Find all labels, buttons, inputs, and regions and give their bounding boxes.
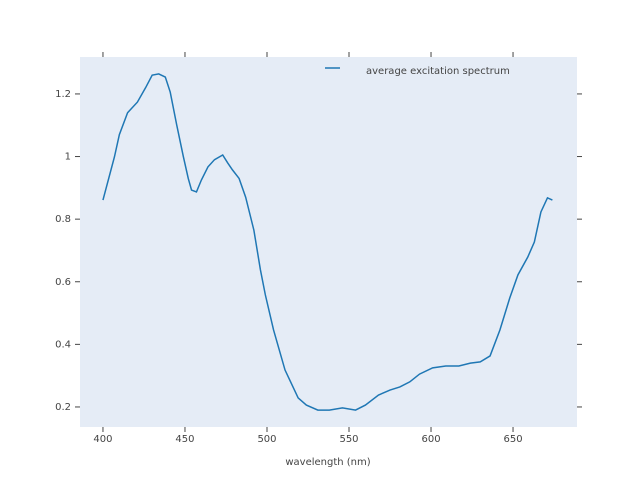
x-tick-label: 600 <box>421 434 440 445</box>
y-tick-label: 1 <box>65 152 71 163</box>
x-tick-label: 550 <box>339 434 358 445</box>
y-tick-label: 0.4 <box>55 339 71 350</box>
y-tick-label: 0.8 <box>55 214 71 225</box>
plot-area <box>80 57 577 427</box>
x-tick-label: 450 <box>175 434 194 445</box>
y-tick-label: 0.2 <box>55 402 71 413</box>
data-line <box>102 73 553 411</box>
x-tick-label: 650 <box>503 434 522 445</box>
y-tick-label: 1.2 <box>55 89 71 100</box>
x-tick-label: 400 <box>93 434 112 445</box>
x-tick-label: 500 <box>257 434 276 445</box>
legend-label: average excitation spectrum <box>366 66 510 77</box>
x-axis-label: wavelength (nm) <box>285 457 370 468</box>
y-tick-label: 0.6 <box>55 277 71 288</box>
